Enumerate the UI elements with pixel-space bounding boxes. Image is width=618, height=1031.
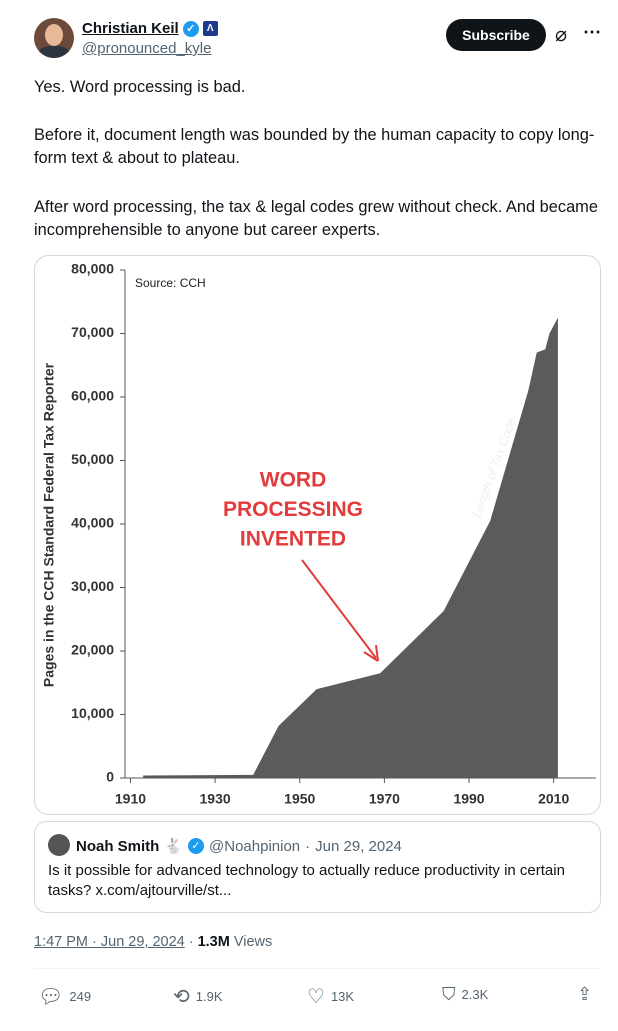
reply-button[interactable]: 💬︎ 249 (38, 984, 91, 1009)
subscribe-button[interactable]: Subscribe (446, 19, 546, 51)
repost-button[interactable]: ⟲ 1.9K (173, 984, 223, 1009)
like-button[interactable]: ♡ 13K (307, 984, 354, 1009)
y-tick-label: 40,000 (71, 515, 114, 531)
y-tick-label: 50,000 (71, 451, 114, 467)
y-tick-label: 80,000 (71, 261, 114, 277)
rabbit-emoji: 🐇 (164, 838, 184, 855)
annotation-arrow (301, 559, 377, 659)
quote-name: Noah Smith (76, 837, 160, 855)
y-tick-label: 70,000 (71, 324, 114, 340)
x-tick-label: 2010 (538, 791, 569, 807)
avatar[interactable] (34, 18, 74, 58)
author-handle[interactable]: @pronounced_kyle (82, 40, 212, 57)
x-tick-label: 1950 (284, 791, 315, 807)
x-tick-label: 1930 (200, 791, 231, 807)
author-name[interactable]: Christian Keil (82, 20, 179, 37)
reply-count: 249 (69, 989, 92, 1004)
tweet-text: Before it, document length was bounded b… (34, 126, 595, 167)
separator: · (305, 837, 311, 855)
quote-date: Jun 29, 2024 (315, 837, 402, 855)
quote-card (34, 821, 601, 913)
y-tick-label: 10,000 (71, 705, 114, 721)
separator: · (188, 934, 194, 950)
tweet-text: Yes. Word processing is bad. (34, 78, 246, 96)
x-tick-label: 1910 (115, 791, 146, 807)
quote-handle: @Noahpinion (209, 837, 301, 855)
annotation: PROCESSING (223, 498, 363, 521)
verified-badge: ✓ (182, 20, 199, 37)
arrow-head (363, 644, 379, 662)
avatar-shirt (38, 46, 70, 58)
avatar-face (45, 24, 63, 46)
views-count: 1.3M (197, 934, 230, 950)
repost-count: 1.9K (195, 989, 223, 1004)
like-icon: ♡ (307, 986, 325, 1008)
area (143, 317, 558, 778)
bookmark-button[interactable]: ⛉ 2.3K (442, 984, 488, 1005)
y-tick-label: 60,000 (71, 388, 114, 404)
views-label: Views (233, 934, 273, 950)
y-tick-label: 0 (106, 769, 114, 785)
affiliate-badge: Λ (202, 21, 218, 36)
bookmark-icon: ⛉ (442, 984, 456, 1004)
timestamp[interactable]: 1:47 PM · Jun 29, 2024 (34, 934, 185, 950)
grok-icon[interactable]: ⌀ (555, 24, 568, 46)
tweet-text: After word processing, the tax & legal c… (34, 198, 598, 239)
repost-icon: ⟲ (173, 986, 190, 1008)
y-tick-label: 30,000 (71, 578, 114, 594)
quote-text[interactable]: Is it possible for advanced technology t… (48, 862, 565, 899)
reply-icon: 💬︎ (38, 986, 64, 1008)
like-count: 13K (330, 989, 355, 1004)
share-button[interactable]: ⇪ (577, 984, 593, 1004)
more-icon[interactable]: ⋯ (583, 22, 601, 42)
quote-avatar (48, 834, 70, 856)
annotation: WORD (260, 469, 327, 492)
annotation: INVENTED (240, 528, 346, 551)
bookmark-count: 2.3K (461, 987, 489, 1002)
y-tick-label: 20,000 (71, 642, 114, 658)
verified-badge: ✓ (188, 838, 205, 854)
source-note: Source: CCH (135, 276, 206, 290)
x-tick-label: 1970 (369, 791, 400, 807)
x-tick-label: 1990 (453, 791, 484, 807)
y-axis-label: Pages in the CCH Standard Federal Tax Re… (41, 362, 57, 687)
